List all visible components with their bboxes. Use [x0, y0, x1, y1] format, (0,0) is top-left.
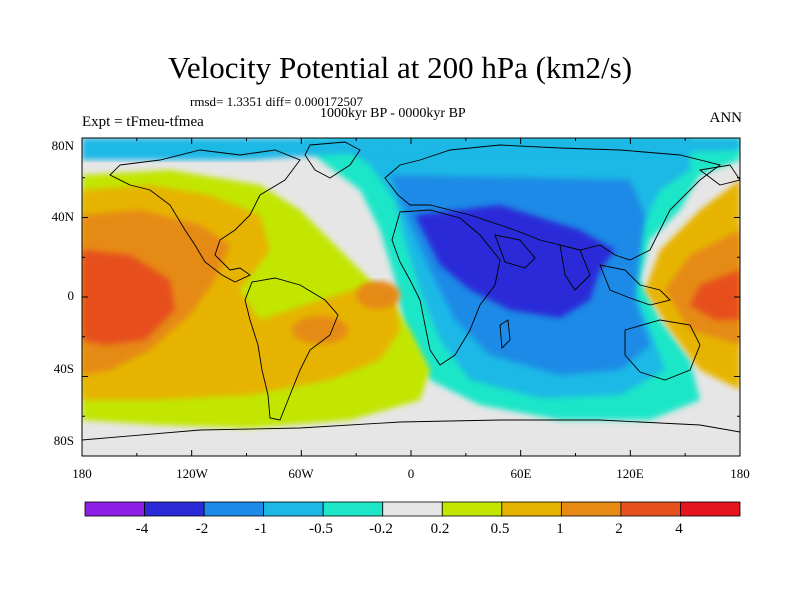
lon-label-120e: 120E	[616, 466, 644, 481]
colorbar-label-4: -0.5	[309, 521, 333, 537]
coastlines	[82, 141, 740, 441]
lon-label-0: 0	[407, 466, 415, 481]
colorbar-label-3: -1	[254, 521, 268, 537]
coast-north-america	[109, 149, 301, 283]
lat-label-80s: 80S	[53, 433, 74, 448]
contour-field	[82, 138, 740, 456]
coast-europe-asia	[384, 144, 722, 261]
lat-label-40s: 40S	[53, 361, 74, 376]
experiment-label: Expt = tFmeu-tfmea	[82, 114, 204, 130]
lon-label-60w: 60W	[288, 466, 314, 481]
lon-label-180e: 180	[730, 466, 750, 481]
colorbar-label-8: 1	[556, 521, 564, 537]
coast-africa	[391, 209, 501, 366]
lon-label-180w: 180	[72, 466, 92, 481]
lat-label-80n: 80N	[51, 138, 74, 153]
lon-label-60e: 60E	[510, 466, 532, 481]
lat-label-40n: 40N	[51, 209, 74, 224]
colorbar-label-2: -2	[195, 521, 209, 537]
plot-title: Velocity Potential at 200 hPa (km2/s)	[167, 50, 633, 85]
coast-antarctica	[82, 419, 740, 441]
coast-greenland	[304, 141, 361, 179]
coast-madagascar	[499, 319, 511, 350]
colorbar-label-1: -4	[135, 521, 149, 537]
field-atlantic-patch	[356, 281, 400, 309]
lat-label-0: 0	[67, 288, 75, 303]
coast-south-america	[244, 277, 339, 421]
colorbar-label-9: 2	[615, 521, 623, 537]
coast-arabia-india	[494, 234, 591, 291]
axis-ticks	[81, 137, 741, 457]
field-very-pos-west	[82, 250, 175, 345]
field-deep-neg	[415, 205, 615, 318]
stats-line: rmsd= 1.3351 diff= 0.000172507	[190, 94, 363, 109]
lon-label-120w: 120W	[176, 466, 208, 481]
season-label: ANN	[709, 110, 743, 126]
coast-alaska	[698, 164, 740, 186]
colorbar-label-6: 0.2	[430, 521, 450, 537]
coast-australia	[624, 319, 701, 381]
field-sam-patch	[292, 316, 348, 344]
colorbar-label-5: -0.2	[369, 521, 393, 537]
colorbar-label-10: 4	[675, 521, 683, 537]
period-label: 1000kyr BP - 0000kyr BP	[320, 106, 466, 121]
colorbar-label-7: 0.5	[490, 521, 510, 537]
coast-se-asia	[599, 264, 671, 306]
field-very-pos-wpac	[690, 270, 740, 320]
